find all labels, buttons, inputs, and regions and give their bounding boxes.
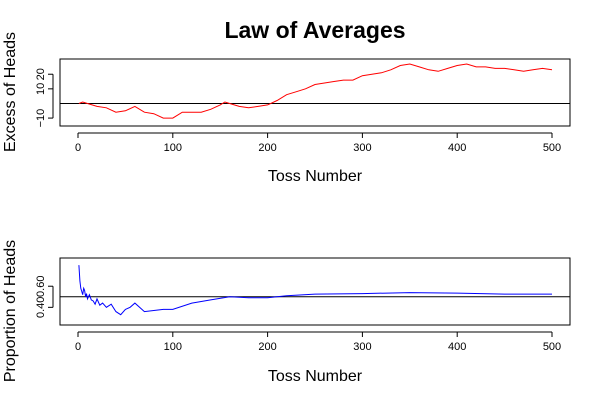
- proportion-of-heads-panel: Proportion of Heads Toss Number 0 100 200 3…: [2, 240, 571, 385]
- x-tick-label: 0: [75, 341, 81, 353]
- y-tick-label: 0.40: [35, 297, 47, 318]
- x-tick-label: 400: [448, 341, 466, 353]
- series-line: [78, 265, 552, 316]
- y-tick-label: 0.60: [35, 276, 47, 297]
- x-tick-label: 300: [353, 341, 371, 353]
- y-tick-label: −10: [35, 109, 47, 128]
- series-line: [78, 63, 553, 119]
- x-tick-label: 100: [164, 142, 182, 154]
- x-tick-label: 500: [543, 341, 561, 353]
- x-tick-label: 500: [543, 142, 561, 154]
- x-axis-label: Toss Number: [268, 168, 363, 185]
- x-tick-label: 0: [75, 142, 81, 154]
- y-tick-label: 10: [35, 83, 47, 95]
- plot-frame: [59, 257, 571, 326]
- x-tick-label: 400: [448, 142, 466, 154]
- y-axis-label: Proportion of Heads: [2, 240, 19, 382]
- chart-title: Law of Averages: [224, 17, 405, 43]
- y-axis-label: Excess of Heads: [2, 32, 19, 152]
- y-tick-label: 20: [35, 68, 47, 80]
- x-tick-label: 200: [258, 142, 276, 154]
- x-tick-label: 200: [258, 341, 276, 353]
- x-tick-label: 100: [164, 341, 182, 353]
- excess-of-heads-panel: Excess of Heads Toss Number 0 100 200 300 40…: [2, 32, 571, 185]
- plot-frame: [59, 58, 571, 127]
- x-axis-label: Toss Number: [268, 368, 363, 385]
- x-tick-label: 300: [353, 142, 371, 154]
